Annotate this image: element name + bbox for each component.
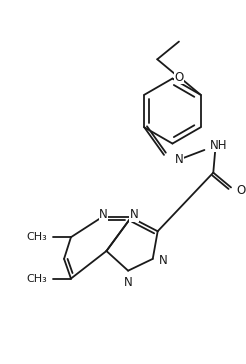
Text: N: N bbox=[130, 208, 138, 221]
Text: O: O bbox=[236, 184, 245, 197]
Text: O: O bbox=[174, 71, 184, 84]
Text: N: N bbox=[159, 254, 168, 267]
Text: CH₃: CH₃ bbox=[27, 274, 47, 284]
Text: NH: NH bbox=[210, 139, 228, 151]
Text: N: N bbox=[124, 276, 133, 289]
Text: N: N bbox=[99, 208, 108, 221]
Text: CH₃: CH₃ bbox=[27, 232, 47, 242]
Text: N: N bbox=[174, 153, 183, 166]
